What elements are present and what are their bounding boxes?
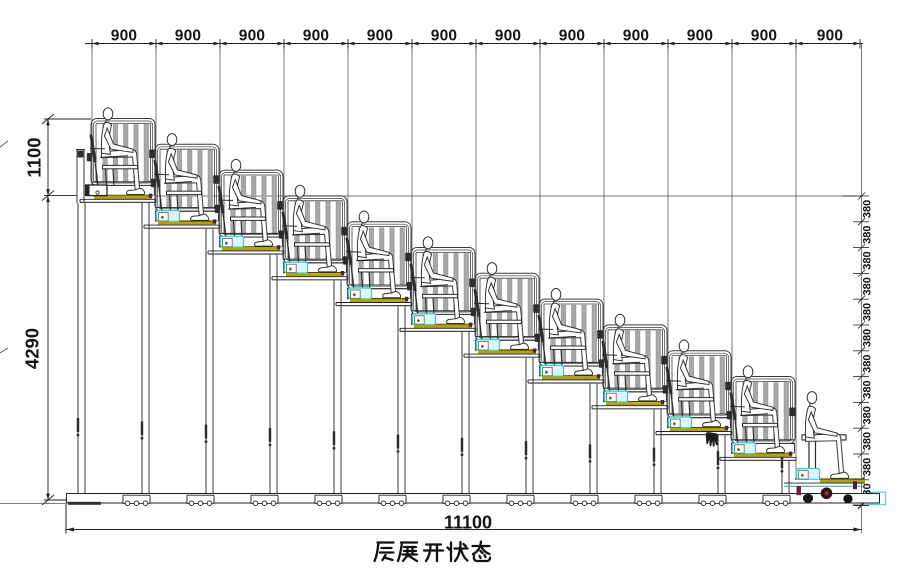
- svg-text:380: 380: [862, 406, 874, 424]
- svg-text:900: 900: [559, 28, 585, 45]
- svg-text:900: 900: [367, 28, 393, 45]
- svg-text:380: 380: [862, 432, 874, 450]
- svg-text:900: 900: [175, 28, 201, 45]
- svg-text:1100: 1100: [24, 137, 45, 177]
- svg-text:900: 900: [817, 28, 843, 45]
- svg-text:380: 380: [862, 355, 874, 373]
- svg-text:380: 380: [862, 329, 874, 347]
- svg-text:380: 380: [862, 200, 874, 218]
- svg-text:900: 900: [687, 28, 713, 45]
- svg-text:900: 900: [111, 28, 137, 45]
- svg-text:380: 380: [862, 277, 874, 295]
- svg-text:380: 380: [862, 251, 874, 269]
- svg-text:380: 380: [862, 458, 874, 476]
- svg-text:11100: 11100: [444, 513, 492, 533]
- svg-text:380: 380: [862, 226, 874, 244]
- svg-text:900: 900: [303, 28, 329, 45]
- svg-text:900: 900: [623, 28, 649, 45]
- svg-text:380: 380: [862, 380, 874, 398]
- svg-text:900: 900: [239, 28, 265, 45]
- svg-text:900: 900: [495, 28, 521, 45]
- svg-text:4290: 4290: [22, 328, 43, 369]
- svg-text:900: 900: [751, 28, 777, 45]
- svg-text:380: 380: [862, 303, 874, 321]
- svg-text:900: 900: [431, 28, 457, 45]
